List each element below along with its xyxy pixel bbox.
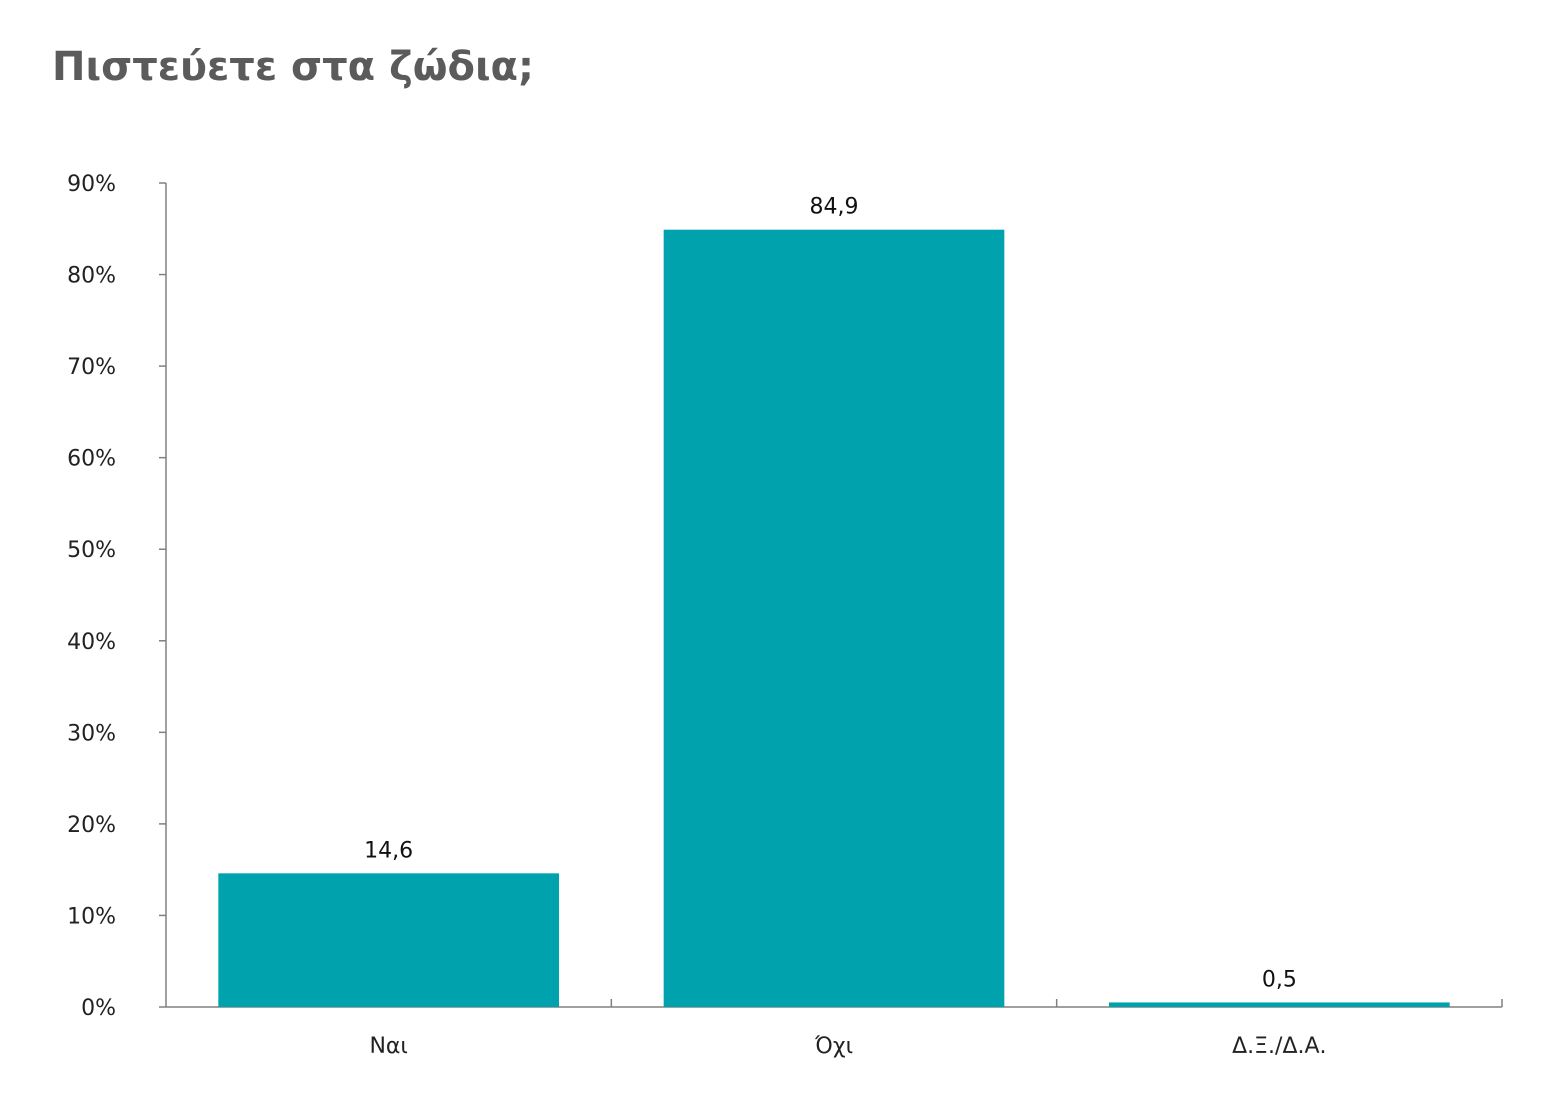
data-label: 14,6 xyxy=(364,838,413,863)
x-category-label: Όχι xyxy=(814,1034,853,1059)
chart-title: Πιστεύετε στα ζώδια; xyxy=(52,44,535,90)
data-label: 84,9 xyxy=(810,195,859,220)
y-tick-label: 0% xyxy=(81,996,116,1021)
bar xyxy=(1108,1002,1450,1007)
x-category-label: Δ.Ξ./Δ.Α. xyxy=(1232,1034,1326,1059)
bar xyxy=(663,229,1005,1007)
y-tick-label: 10% xyxy=(67,904,116,929)
y-tick-label: 60% xyxy=(67,447,116,472)
bars xyxy=(218,229,1450,1007)
labels: 14,6 Ναι 84,9 Όχι 0,5 Δ.Ξ./Δ.Α. xyxy=(364,195,1326,1059)
y-tick-label: 80% xyxy=(67,264,116,289)
y-tick-label: 30% xyxy=(67,721,116,746)
x-category-label: Ναι xyxy=(369,1034,407,1059)
y-tick-label: 50% xyxy=(67,538,116,563)
bar xyxy=(218,873,560,1007)
y-tick-label: 90% xyxy=(67,172,116,197)
y-tick-label: 70% xyxy=(67,355,116,380)
data-label: 0,5 xyxy=(1262,967,1297,992)
y-tick-label: 20% xyxy=(67,813,116,838)
y-tick-label: 40% xyxy=(67,630,116,655)
